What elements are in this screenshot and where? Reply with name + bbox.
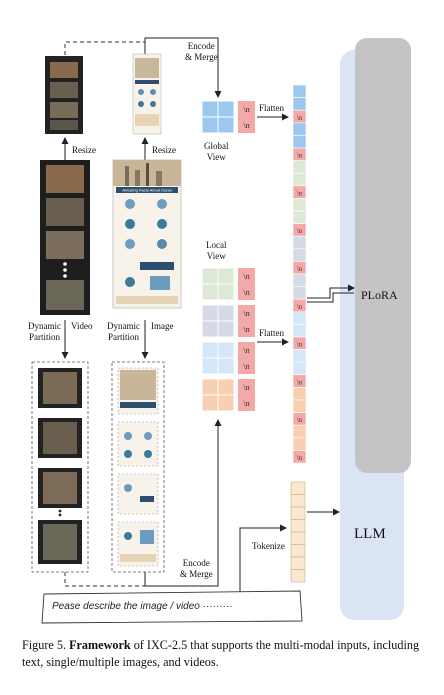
flattened-visual-token: [292, 122, 307, 136]
encode-merge-bottom-label: Encode & Merge: [180, 558, 213, 579]
resize-image-label: Resize: [152, 145, 176, 155]
text-token-column: [290, 481, 306, 583]
flattened-visual-token: [292, 286, 307, 300]
poster-image: [112, 159, 182, 309]
resize-video-label: Resize: [72, 145, 96, 155]
text-token: [290, 531, 306, 545]
flatten-top-label: Flatten: [259, 103, 284, 113]
dynamic-partition-video-label: Dynamic Partition: [28, 321, 61, 342]
flattened-visual-token: [292, 97, 307, 111]
flattened-visual-token: [292, 424, 307, 439]
flattened-visual-token: [292, 210, 307, 224]
resized-video-strip: [45, 56, 83, 134]
encode-merge-top-label: Encode & Merge: [185, 41, 218, 62]
newline-token-glyph: \n: [243, 382, 250, 392]
plora-label: PLoRA: [361, 288, 398, 302]
poster-title: Amazing Facts About Dubai: [122, 188, 171, 193]
bottom-dashed-connector: [64, 572, 145, 587]
partitioned-video-frames: [31, 361, 89, 573]
flattened-visual-token: [292, 198, 307, 212]
flattened-newline-glyph: \n: [297, 454, 303, 462]
caption-bold: Framework: [69, 638, 131, 652]
flattened-visual-token: [292, 273, 307, 287]
flattened-newline-glyph: \n: [297, 265, 303, 273]
caption-prefix: Figure 5.: [22, 638, 70, 652]
global-newline-tokens: [238, 101, 255, 133]
local-newline-tokens: [238, 268, 255, 411]
text-token: [290, 519, 306, 533]
newline-token-glyph: \n: [243, 104, 250, 114]
text-token: [290, 569, 306, 583]
tokens-to-plora-arrow-2: [307, 292, 354, 303]
newline-token-glyph: \n: [243, 308, 250, 318]
flattened-visual-token: [292, 361, 307, 376]
query-text: Pease describe the image / video ·······…: [52, 601, 233, 612]
text-token: [290, 481, 306, 495]
flattened-newline-glyph: \n: [297, 152, 303, 160]
newline-token-glyph: \n: [243, 398, 250, 408]
text-token: [290, 506, 306, 520]
video-filmstrip: [40, 160, 90, 315]
tokens-to-plora-arrow: [307, 284, 355, 299]
tokenize-label: Tokenize: [252, 541, 285, 551]
flattened-visual-token: [292, 84, 307, 98]
flattened-newline-glyph: \n: [297, 341, 303, 349]
newline-token-glyph: \n: [243, 345, 250, 355]
newline-token-glyph: \n: [243, 324, 250, 334]
newline-token-glyph: \n: [243, 361, 250, 371]
flattened-visual-token: [292, 248, 307, 262]
text-token: [290, 494, 306, 508]
flattened-visual-token: [292, 235, 307, 250]
llm-label: LLM: [354, 526, 386, 542]
video-label: Video: [71, 321, 93, 331]
partitioned-image-tiles: [111, 361, 165, 573]
newline-token-glyph: \n: [243, 120, 250, 130]
flattened-newline-glyph: \n: [297, 114, 303, 122]
newline-token-glyph: \n: [243, 271, 250, 281]
encode-bottom-arrow: [144, 419, 222, 587]
image-label: Image: [151, 321, 174, 331]
flattened-visual-token: [292, 172, 307, 187]
plora-block: [355, 38, 411, 473]
flattened-newline-glyph: \n: [297, 189, 303, 197]
flattened-newline-glyph: \n: [297, 227, 303, 235]
flattened-newline-token: [292, 450, 307, 464]
local-view-grids: [201, 267, 235, 412]
figure-caption: Figure 5. Framework of IXC-2.5 that supp…: [22, 637, 426, 671]
flattened-newline-glyph: \n: [297, 378, 303, 386]
text-token: [290, 556, 306, 570]
caption-rest: of IXC-2.5 that supports the multi-modal…: [22, 638, 420, 669]
flattened-visual-token: [292, 349, 307, 363]
flattened-visual-token: [292, 135, 307, 149]
dynamic-partition-image-label: Dynamic Partition: [107, 321, 140, 342]
flattened-visual-token: [292, 387, 307, 401]
global-view-grid: [201, 100, 235, 134]
top-dashed-connector: [64, 41, 145, 55]
flattened-visual-token: [292, 437, 307, 451]
query-box: [41, 590, 303, 624]
resized-image-thumbnail: [132, 53, 162, 135]
flattened-visual-token: [292, 324, 307, 338]
newline-token-glyph: \n: [243, 287, 250, 297]
flattened-visual-token: [292, 311, 307, 325]
tokenize-arrow: [239, 524, 287, 592]
flattened-newline-glyph: \n: [297, 303, 303, 311]
global-view-label: Global View: [204, 141, 229, 162]
flattened-visual-token: [292, 399, 307, 413]
encode-top-arrow: [144, 37, 222, 98]
flattened-token-column: \n \n \n \n \n \n \n \n \n \n: [292, 84, 307, 464]
flattened-visual-token: [292, 160, 307, 174]
flattened-newline-glyph: \n: [297, 416, 303, 424]
flatten-bottom-label: Flatten: [259, 328, 284, 338]
local-view-label: Local View: [206, 240, 227, 261]
text-token: [290, 544, 306, 558]
